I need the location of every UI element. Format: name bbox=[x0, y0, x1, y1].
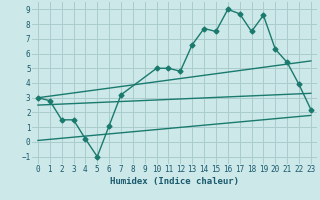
X-axis label: Humidex (Indice chaleur): Humidex (Indice chaleur) bbox=[110, 177, 239, 186]
